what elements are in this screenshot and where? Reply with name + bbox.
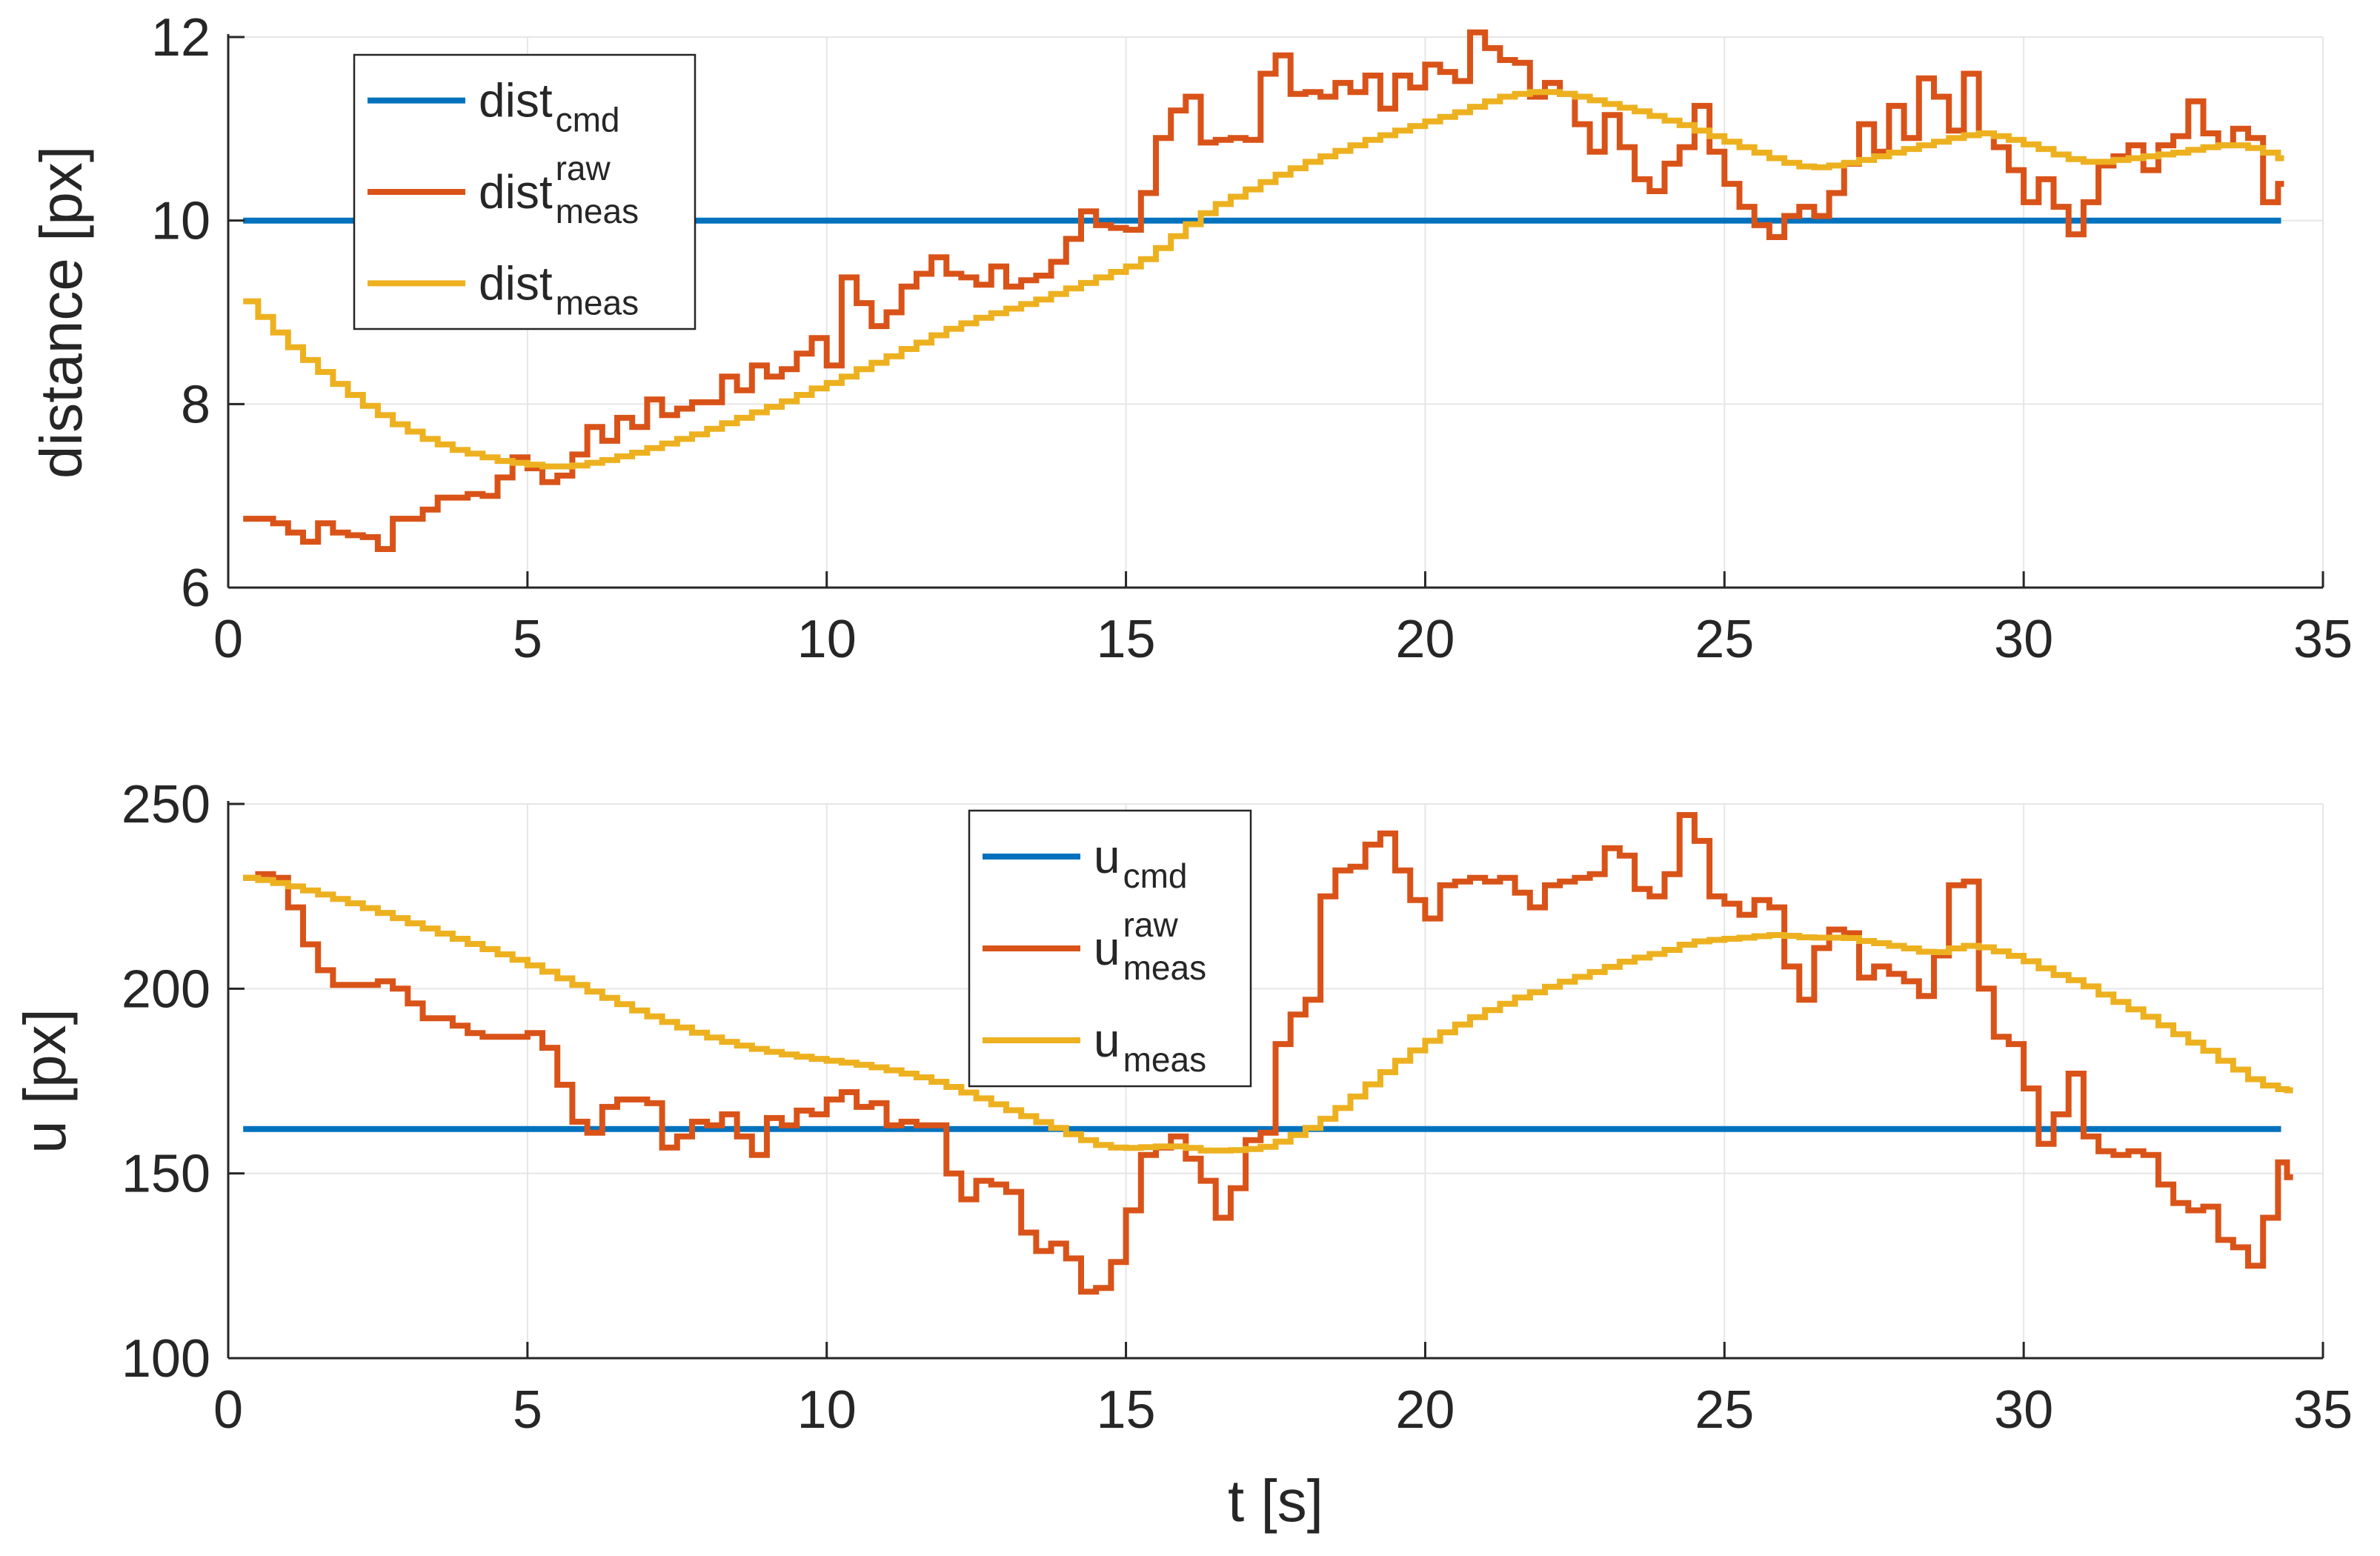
distance-x-tick-labels: 0 5 10 15 20 25 30 35 xyxy=(213,610,2353,669)
distance-x-tick-label-6: 30 xyxy=(1994,610,2053,669)
u-series xyxy=(243,812,2293,1295)
u-series-raw-line xyxy=(243,812,2293,1295)
u-legend-sub-meas: meas xyxy=(1123,1040,1206,1079)
distance-legend-sub-cmd: cmd xyxy=(556,101,620,139)
distance-x-tick-label-1: 5 xyxy=(513,610,542,669)
distance-legend-sup-raw: raw xyxy=(556,149,611,187)
u-x-tick-label-3: 15 xyxy=(1097,1380,1156,1440)
u-x-tick-label-0: 0 xyxy=(213,1380,243,1440)
u-x-axis-label: t [s] xyxy=(1228,1468,1323,1534)
distance-legend-sub-raw: meas xyxy=(556,192,639,230)
distance-legend-label-cmd: dist xyxy=(479,74,553,127)
u-x-tick-labels: 0 5 10 15 20 25 30 35 xyxy=(213,1380,2353,1440)
u-x-tick-label-4: 20 xyxy=(1395,1380,1455,1440)
distance-legend-sub-meas: meas xyxy=(556,283,639,322)
distance-y-axis-label: distance [px] xyxy=(28,146,94,479)
u-x-tick-label-2: 10 xyxy=(797,1380,857,1440)
distance-x-tick-label-4: 20 xyxy=(1395,610,1455,669)
distance-axes xyxy=(227,34,2324,589)
distance-y-tick-label-2: 10 xyxy=(151,192,210,251)
u-legend-label-cmd: u xyxy=(1094,830,1120,883)
u-y-tick-labels: 100 150 200 250 xyxy=(122,775,210,1389)
u-y-axis-label: u [px] xyxy=(12,1008,78,1154)
u-series-meas-line xyxy=(243,874,2293,1154)
distance-x-tick-label-3: 15 xyxy=(1097,610,1156,669)
u-legend-sub-cmd: cmd xyxy=(1123,857,1188,895)
distance-y-tick-label-3: 12 xyxy=(151,8,210,67)
u-x-tick-label-5: 25 xyxy=(1695,1380,1754,1440)
distance-x-tick-label-0: 0 xyxy=(213,610,243,669)
u-x-tick-label-7: 35 xyxy=(2293,1380,2353,1440)
u-x-tick-label-1: 5 xyxy=(513,1380,542,1440)
u-legend-label-raw: u xyxy=(1094,922,1120,975)
distance-legend-label-meas: dist xyxy=(479,256,553,310)
distance-y-tick-label-1: 8 xyxy=(181,375,210,434)
u-legend-sup-raw: raw xyxy=(1123,905,1179,944)
distance-series-raw-line xyxy=(243,29,2284,552)
distance-x-tick-label-7: 35 xyxy=(2293,610,2353,669)
distance-series-meas-line xyxy=(243,89,2284,470)
distance-x-tick-label-5: 25 xyxy=(1695,610,1754,669)
distance-panel: 0 5 10 15 20 25 30 35 6 8 10 12 distance [px] dist… xyxy=(28,8,2353,669)
u-axes xyxy=(227,801,2324,1360)
u-panel: 0 5 10 15 20 25 30 35 100 150 200 250 u [px] t [s]… xyxy=(12,775,2353,1534)
u-y-tick-label-1: 150 xyxy=(122,1145,210,1204)
distance-x-tick-label-2: 10 xyxy=(797,610,857,669)
distance-y-tick-labels: 6 8 10 12 xyxy=(151,8,210,618)
u-y-tick-label-2: 200 xyxy=(122,960,210,1019)
u-y-tick-label-3: 250 xyxy=(122,775,210,834)
u-legend-label-meas: u xyxy=(1094,1014,1120,1067)
u-y-tick-label-0: 100 xyxy=(122,1329,210,1389)
u-legend-sub-raw: meas xyxy=(1123,948,1206,987)
distance-y-tick-label-0: 6 xyxy=(181,559,210,618)
distance-legend-label-raw: dist xyxy=(479,165,553,219)
u-x-tick-label-6: 30 xyxy=(1994,1380,2053,1440)
